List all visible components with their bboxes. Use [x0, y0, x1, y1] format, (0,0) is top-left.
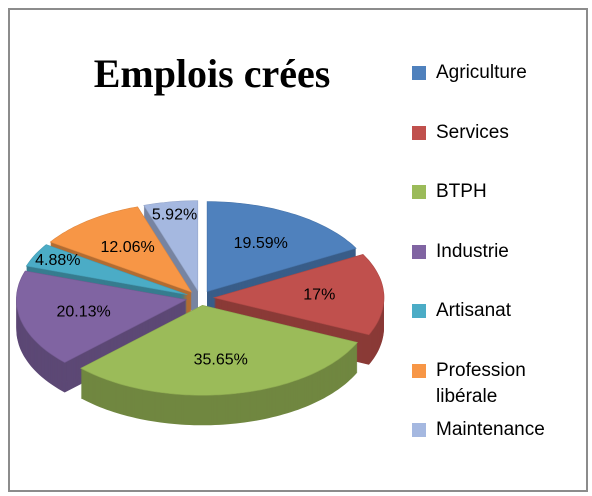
data-label: 4.88% [35, 252, 80, 269]
legend-swatch [412, 66, 426, 80]
slice [143, 200, 199, 292]
data-label: 20.13% [56, 303, 110, 320]
legend-label: Profession libérale [436, 359, 526, 407]
data-label: 12.06% [100, 239, 154, 256]
legend-item: Profession libérale [412, 358, 576, 410]
data-label: 19.59% [234, 235, 288, 252]
legend-label: BTPH [436, 181, 487, 202]
legend-swatch [412, 244, 426, 259]
legend-swatch [412, 185, 426, 199]
legend-label: Agriculture [436, 62, 527, 83]
slice [16, 270, 188, 363]
legend-swatch [412, 423, 426, 437]
data-label: 17% [303, 287, 335, 304]
slice [206, 201, 357, 292]
chart-title: Emplois crées [94, 51, 331, 96]
legend-label: Artisanat [436, 300, 511, 321]
data-label: 35.65% [194, 351, 248, 368]
legend-item: Maintenance [412, 417, 576, 443]
legend-item: Services [412, 120, 576, 146]
legend-swatch [412, 304, 426, 318]
legend-item: Industrie [412, 239, 576, 265]
slice [212, 254, 385, 336]
slice [80, 304, 358, 396]
legend-label: Maintenance [436, 419, 545, 440]
legend-swatch [412, 363, 426, 378]
legend-item: Agriculture [412, 60, 576, 86]
slice [49, 206, 193, 293]
data-label: 5.92% [152, 206, 197, 223]
legend-label: Services [436, 121, 509, 143]
legend-item: BTPH [412, 179, 576, 205]
legend-item: Artisanat [412, 298, 576, 324]
legend-label: Industrie [436, 240, 509, 262]
slice [25, 244, 188, 295]
legend-swatch [412, 125, 426, 140]
